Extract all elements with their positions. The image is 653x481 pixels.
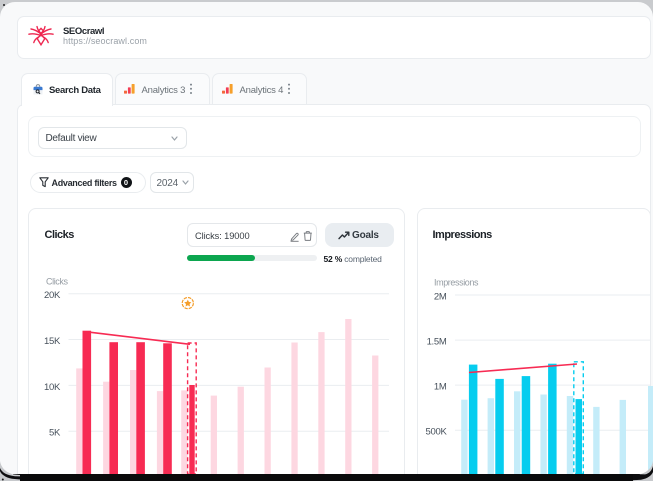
svg-text:1M: 1M <box>434 382 447 393</box>
svg-text:1.5M: 1.5M <box>427 337 447 348</box>
svg-text:Clicks: Clicks <box>46 276 68 286</box>
svg-text:15K: 15K <box>44 336 61 347</box>
svg-text:10K: 10K <box>44 382 61 393</box>
svg-text:5K: 5K <box>49 428 61 439</box>
svg-text:500K: 500K <box>426 427 448 438</box>
svg-text:Impressions: Impressions <box>434 278 479 288</box>
svg-text:20K: 20K <box>44 290 61 301</box>
svg-text:2M: 2M <box>434 292 447 303</box>
